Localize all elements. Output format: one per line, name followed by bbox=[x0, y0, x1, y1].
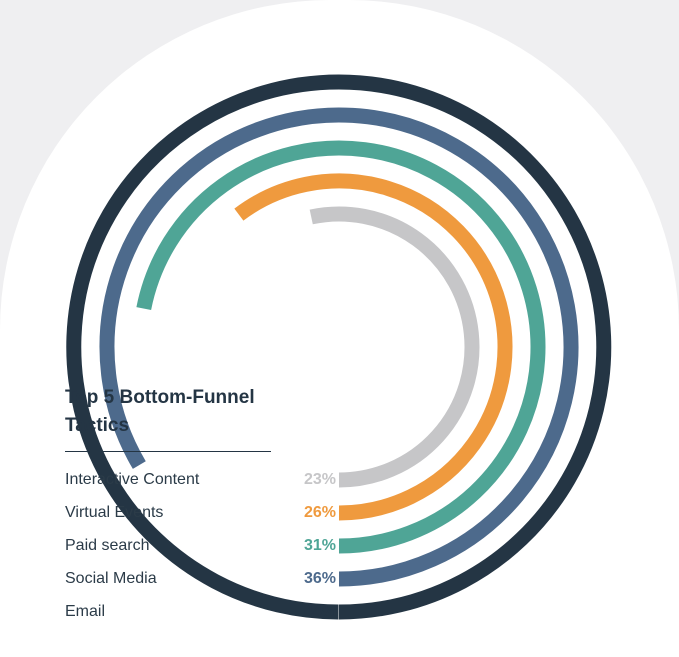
radial-bar-social-media bbox=[99, 107, 579, 587]
category-label: Interactive Content bbox=[65, 471, 200, 488]
category-label: Virtual Events bbox=[65, 504, 164, 521]
value-label: 31% bbox=[303, 537, 336, 554]
radial-bar-interactive-content bbox=[309, 206, 480, 488]
category-label: Social Media bbox=[65, 570, 157, 587]
value-label: 23% bbox=[303, 471, 336, 488]
chart-title: Top 5 Bottom-Funnel Tactics bbox=[65, 387, 255, 436]
value-label: 44% bbox=[303, 603, 336, 620]
value-label: 36% bbox=[303, 570, 336, 587]
radial-bar-paid-search bbox=[136, 140, 546, 554]
radial-bar-email bbox=[66, 74, 612, 620]
category-label: Email bbox=[65, 603, 106, 620]
category-label: Paid search bbox=[65, 537, 150, 554]
radial-bar-virtual-events bbox=[234, 173, 513, 521]
value-label: 26% bbox=[303, 504, 336, 521]
title-divider bbox=[65, 451, 271, 452]
